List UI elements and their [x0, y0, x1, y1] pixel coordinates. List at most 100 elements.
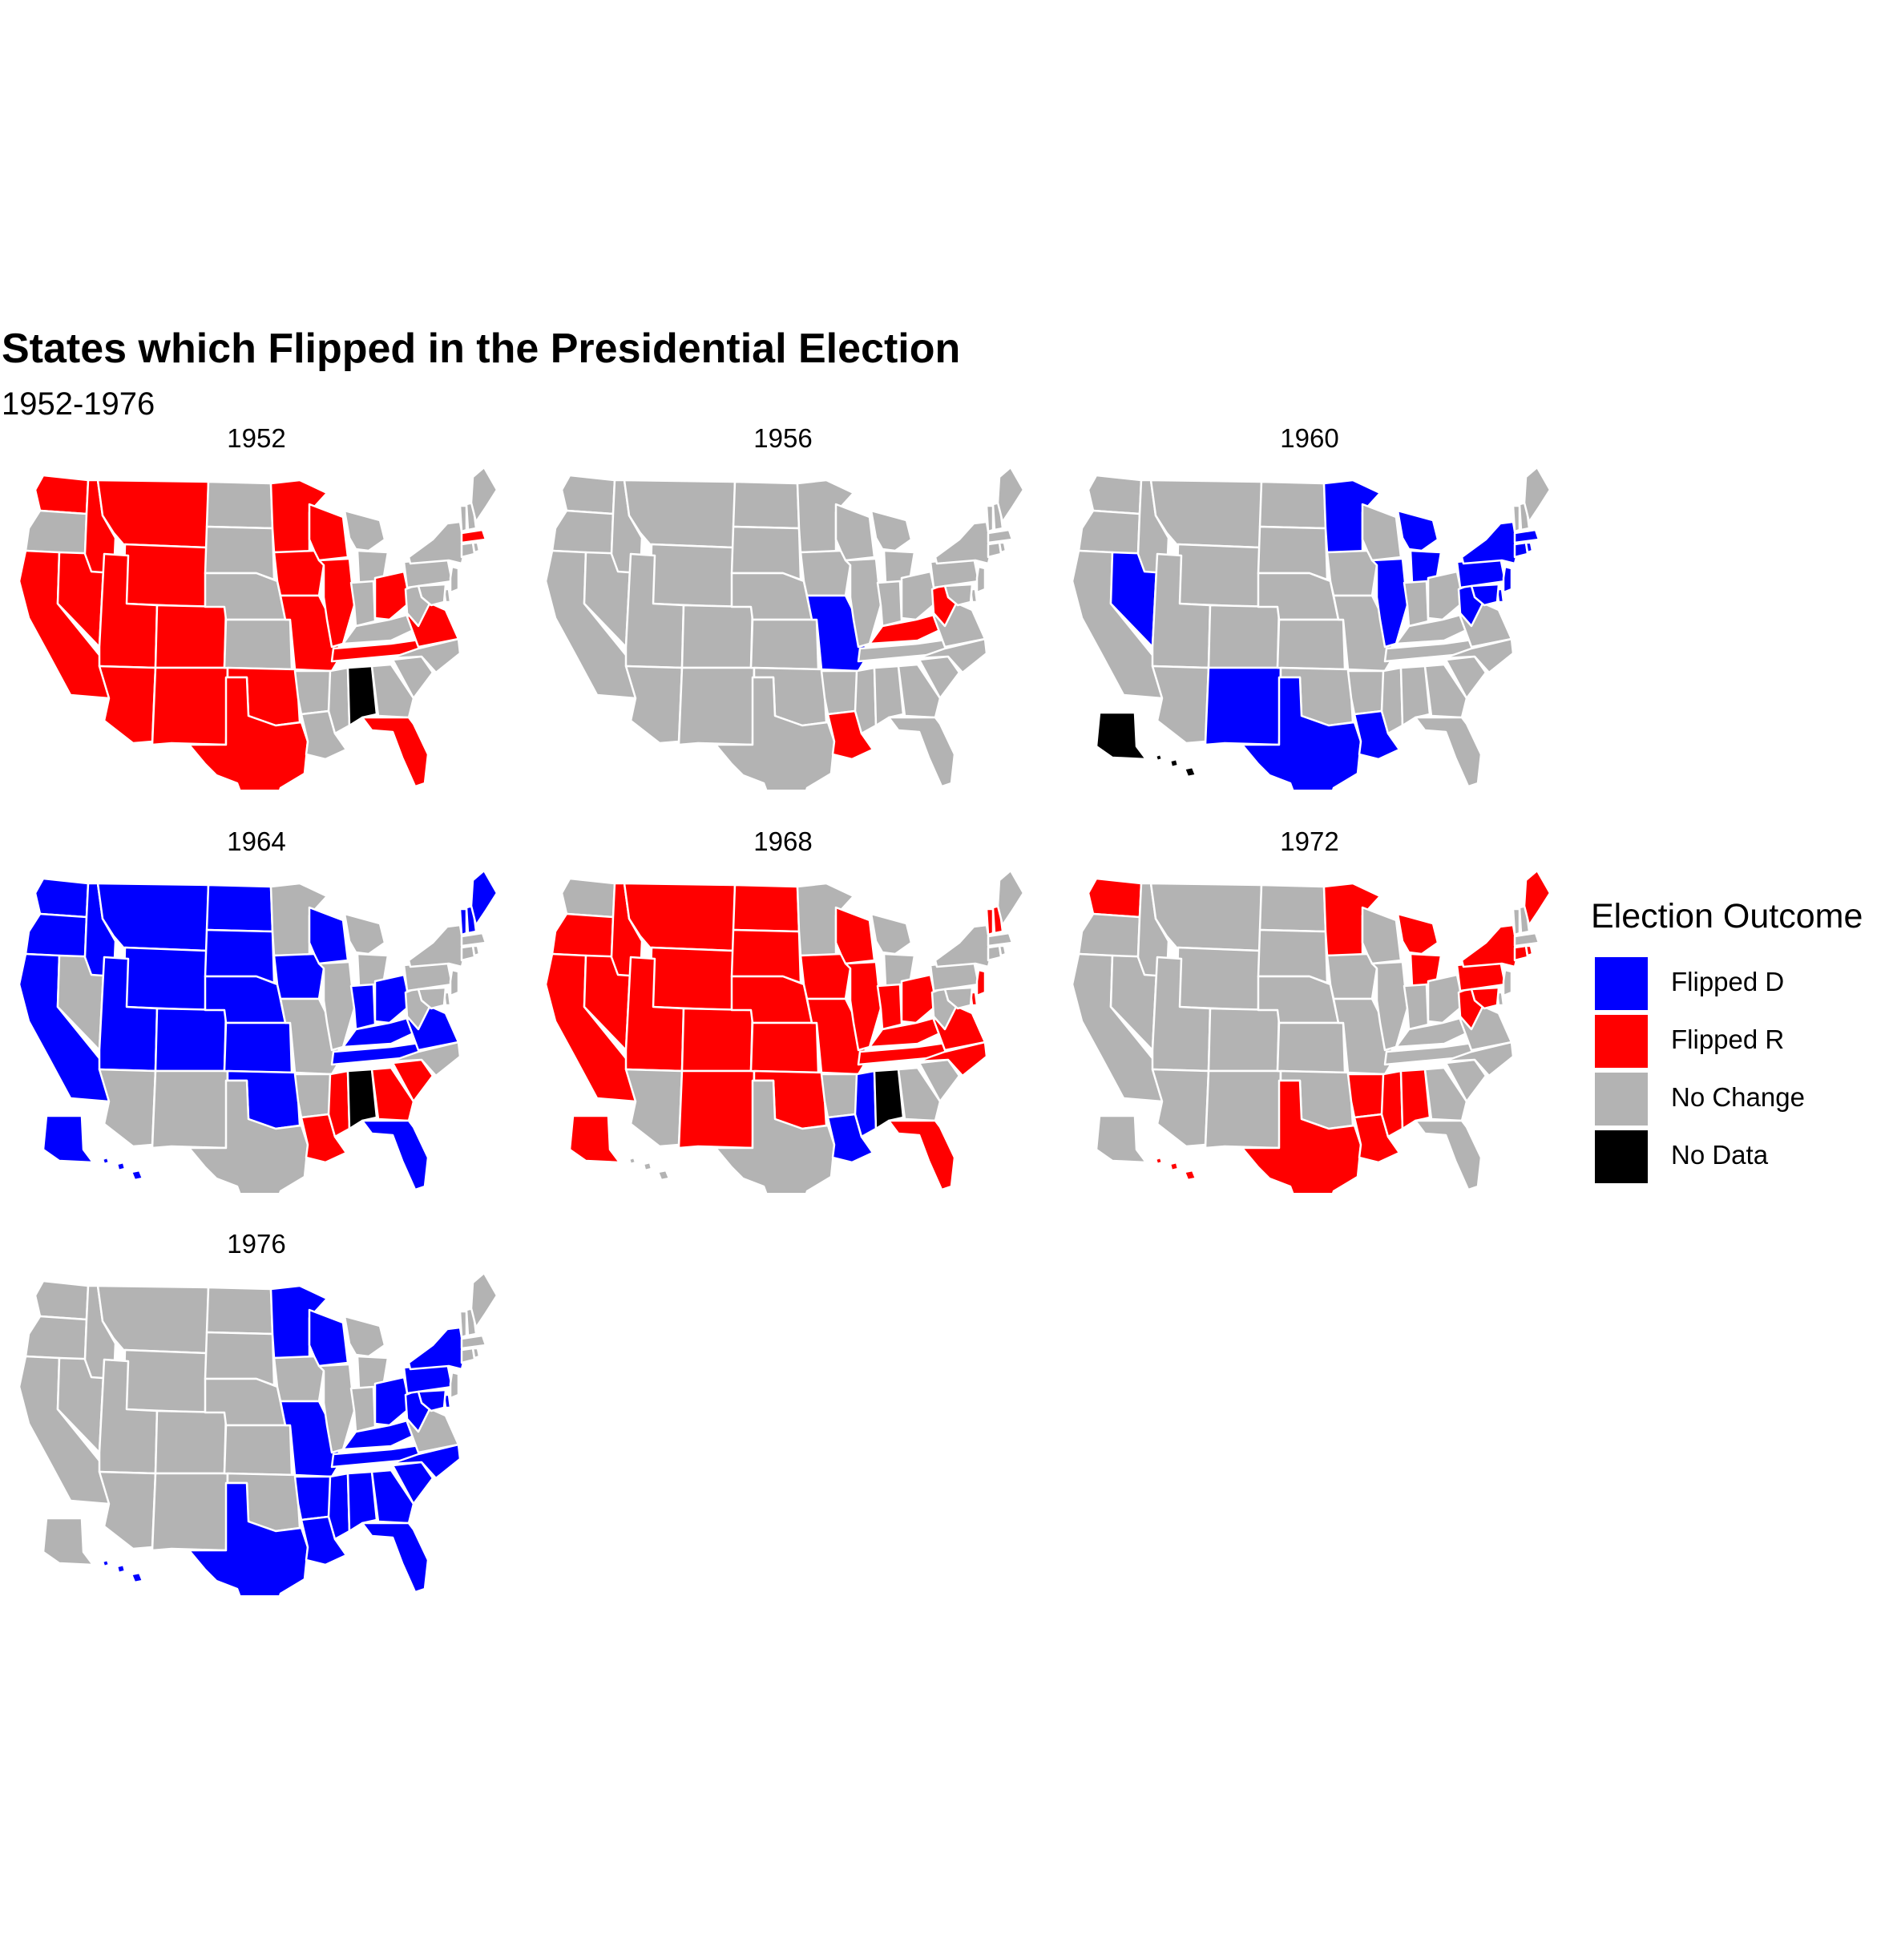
state-ri	[1524, 944, 1534, 957]
state-wi	[308, 906, 349, 965]
legend-title: Election Outcome	[1591, 897, 1863, 936]
state-hi	[1154, 1156, 1197, 1182]
state-me	[470, 869, 498, 927]
state-il	[1370, 557, 1409, 649]
state-oh	[1427, 973, 1465, 1024]
state-oh	[373, 1376, 412, 1427]
state-vt	[985, 504, 995, 533]
legend-label: Flipped R	[1671, 1024, 1785, 1054]
state-az	[98, 1068, 157, 1148]
state-oh	[900, 570, 938, 621]
state-wy	[1175, 543, 1261, 608]
state-in	[349, 580, 377, 628]
state-ks	[223, 1424, 293, 1477]
state-wa	[34, 474, 90, 515]
state-vt	[458, 504, 468, 533]
state-oh	[900, 973, 938, 1024]
state-nd	[205, 1286, 274, 1336]
state-wy	[648, 946, 735, 1012]
state-ri	[471, 541, 481, 554]
state-me	[1523, 466, 1552, 523]
state-nm	[677, 666, 756, 746]
state-vt	[985, 907, 995, 936]
state-me	[1523, 869, 1552, 927]
state-ak	[1095, 711, 1148, 761]
state-nc	[389, 1443, 462, 1480]
state-sd	[204, 928, 276, 984]
state-vt	[1512, 504, 1521, 533]
state-ma	[460, 932, 487, 948]
state-tx	[1241, 1079, 1362, 1193]
state-ma	[1513, 932, 1540, 948]
state-ks	[749, 1021, 820, 1074]
state-ct	[1513, 944, 1529, 962]
legend-swatch	[1595, 1073, 1648, 1125]
legend-label: Flipped D	[1671, 967, 1785, 996]
state-wi	[308, 1308, 349, 1368]
state-ms	[327, 1472, 351, 1541]
state-wa	[34, 877, 90, 919]
state-wa	[1087, 877, 1143, 919]
state-nm	[151, 1069, 229, 1150]
state-ma	[460, 528, 487, 544]
state-az	[624, 665, 684, 745]
state-or	[24, 509, 88, 556]
state-sd	[730, 525, 802, 581]
state-al	[873, 1068, 905, 1130]
state-tx	[1241, 676, 1362, 790]
state-sd	[204, 1331, 276, 1387]
state-ar	[820, 1073, 860, 1119]
state-wi	[834, 906, 876, 965]
state-or	[551, 509, 615, 556]
state-al	[873, 665, 905, 727]
state-nm	[677, 1069, 756, 1150]
state-il	[1370, 960, 1409, 1052]
state-nj	[1502, 968, 1513, 997]
state-ks	[749, 618, 820, 671]
state-me	[996, 466, 1025, 523]
state-me	[996, 869, 1025, 927]
state-tx	[188, 676, 309, 790]
state-ia	[1326, 952, 1378, 1000]
state-ms	[1380, 1069, 1404, 1138]
state-ky	[341, 613, 420, 645]
state-wi	[834, 503, 876, 562]
state-wy	[122, 543, 208, 608]
state-ar	[293, 1073, 333, 1119]
state-ct	[460, 944, 476, 962]
state-hi	[101, 1156, 144, 1182]
state-vt	[458, 907, 468, 936]
state-wi	[1361, 906, 1403, 965]
panel-title: 1968	[753, 826, 813, 856]
panel-title: 1972	[1280, 826, 1339, 856]
state-ar	[1346, 669, 1386, 716]
state-ny	[407, 520, 466, 565]
map-panel-1956: 1956	[535, 422, 1031, 791]
state-az	[98, 1470, 157, 1550]
state-wy	[122, 1348, 208, 1414]
state-hi	[628, 1156, 671, 1182]
legend-swatch	[1595, 1130, 1648, 1183]
state-in	[876, 580, 903, 628]
state-il	[317, 1363, 356, 1454]
state-tx	[714, 1079, 836, 1193]
state-ms	[1380, 666, 1404, 735]
state-il	[317, 557, 356, 649]
state-ga	[370, 1066, 415, 1122]
state-ri	[998, 944, 1007, 957]
state-wi	[308, 503, 349, 562]
state-or	[24, 912, 88, 959]
state-me	[470, 466, 498, 523]
panel-title: 1964	[227, 826, 286, 856]
state-al	[1399, 1068, 1431, 1130]
state-tx	[714, 676, 836, 790]
legend-swatch	[1595, 957, 1648, 1010]
legend-label: No Change	[1671, 1082, 1805, 1112]
state-il	[317, 960, 356, 1052]
panel-title: 1960	[1280, 423, 1339, 453]
state-in	[349, 983, 377, 1031]
state-ct	[987, 541, 1003, 559]
state-nc	[389, 637, 462, 674]
state-fl	[361, 1119, 430, 1191]
state-il	[844, 960, 882, 1052]
